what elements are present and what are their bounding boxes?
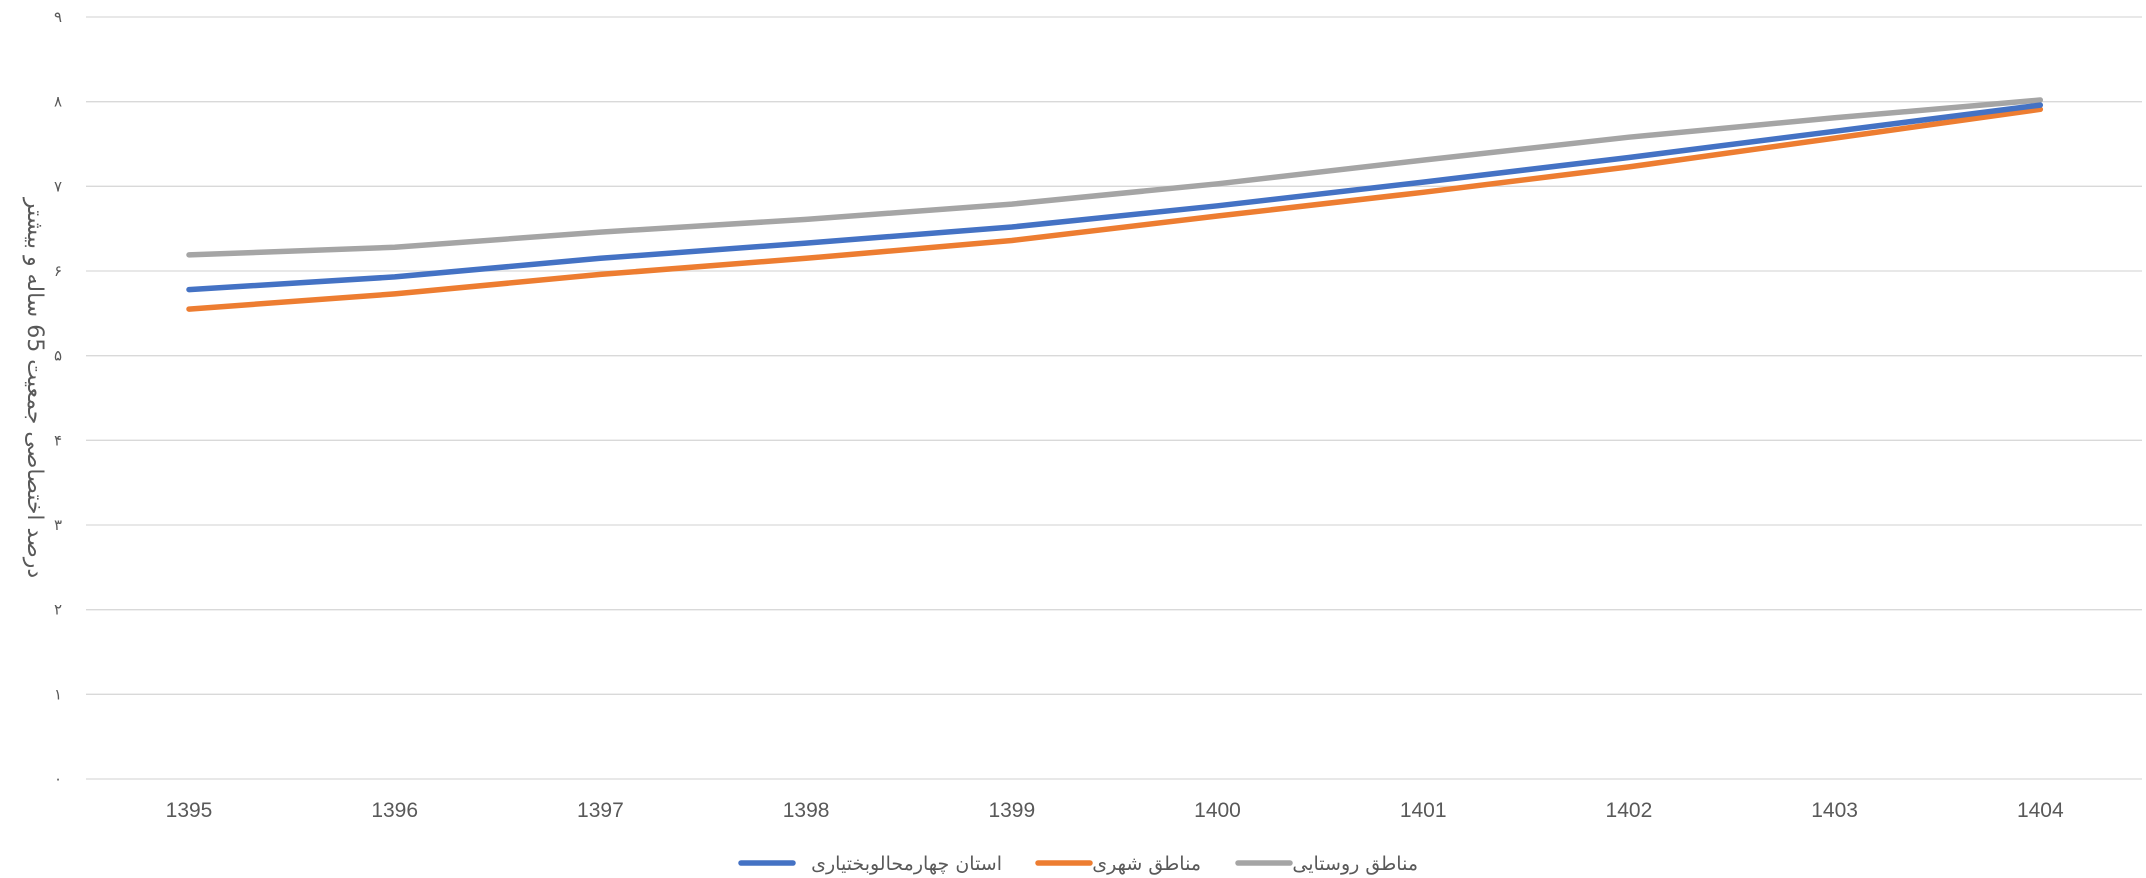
legend-label: مناطق روستایی <box>1292 853 1418 875</box>
legend-label: مناطق شهری <box>1092 853 1201 875</box>
x-tick-label: 1396 <box>371 799 418 822</box>
y-tick-label: ۷ <box>54 177 62 195</box>
legend: استان چهارمحالوبختیاری مناطق شهری مناطق رو… <box>738 853 1418 875</box>
y-tick-label: ۶ <box>54 262 62 280</box>
legend-label: استان چهارمحالوبختیاری <box>811 853 1002 875</box>
series-lines <box>186 97 2044 312</box>
series-line <box>186 106 2044 312</box>
x-tick-label: 1401 <box>1400 799 1447 822</box>
y-tick-label: ۵ <box>54 347 62 365</box>
x-axis-ticks: 1395 1396 1397 1398 1399 1400 1401 1402 1403 1404 <box>166 799 2064 822</box>
y-tick-label: ۹ <box>54 8 62 26</box>
x-tick-label: 1399 <box>988 799 1035 822</box>
y-tick-label: ۸ <box>54 93 62 111</box>
x-tick-label: 1398 <box>783 799 830 822</box>
y-axis-ticks: ۰ ۱ ۲ ۳ ۴ ۵ ۶ ۷ ۸ ۹ <box>54 8 62 788</box>
x-tick-label: 1404 <box>2017 799 2064 822</box>
y-tick-label: ۱ <box>54 685 62 703</box>
x-tick-label: 1402 <box>1606 799 1653 822</box>
y-tick-label: ۳ <box>54 516 62 534</box>
y-tick-label: ۲ <box>54 601 62 619</box>
y-tick-label: ۴ <box>54 431 62 449</box>
x-tick-label: 1400 <box>1194 799 1241 822</box>
series-line <box>186 97 2044 258</box>
y-axis-label: درصد اختصاصی جمعیت 65 ساله و بیشتر <box>22 197 47 578</box>
series-line <box>186 102 2044 293</box>
y-tick-label: ۰ <box>54 770 62 788</box>
x-tick-label: 1403 <box>1811 799 1858 822</box>
x-tick-label: 1397 <box>577 799 624 822</box>
gridlines <box>86 16 2142 780</box>
x-tick-label: 1395 <box>166 799 213 822</box>
